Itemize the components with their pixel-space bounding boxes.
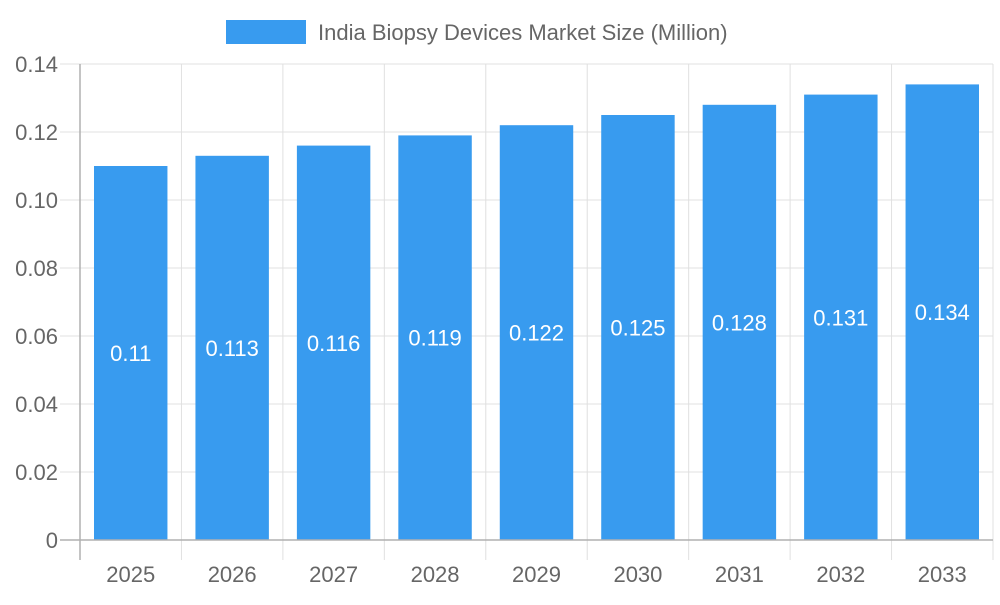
bars: 0.11 0.113 0.116 0.119 0.122 0.125 0.128 0.131 0… — [94, 84, 979, 541]
y-tick-label: 0 — [46, 528, 58, 553]
x-tick-label: 2031 — [715, 562, 764, 587]
data-label: 0.116 — [307, 331, 360, 356]
x-tick-label: 2025 — [106, 562, 155, 587]
bar — [905, 84, 979, 541]
x-tick-label: 2032 — [816, 562, 865, 587]
legend-label: India Biopsy Devices Market Size (Millio… — [318, 20, 728, 45]
bar — [702, 104, 777, 541]
data-label: 0.134 — [915, 300, 970, 325]
x-tick-label: 2030 — [613, 562, 662, 587]
bar — [601, 115, 675, 540]
x-tick-label: 2033 — [918, 562, 967, 587]
y-tick-label: 0.06 — [15, 324, 58, 349]
y-tick-label: 0.08 — [15, 256, 58, 281]
bar — [296, 145, 371, 540]
bar — [195, 155, 269, 541]
x-tick-label: 2029 — [512, 562, 561, 587]
x-tick-label: 2026 — [208, 562, 257, 587]
bar — [804, 94, 878, 540]
x-tick-label: 2028 — [411, 562, 460, 587]
data-label: 0.125 — [610, 316, 665, 341]
legend-swatch — [226, 20, 306, 44]
bar — [499, 125, 574, 540]
y-tick-label: 0.10 — [15, 188, 58, 213]
data-label: 0.113 — [205, 336, 258, 361]
y-tick-label: 0.14 — [15, 52, 58, 77]
data-label: 0.119 — [408, 326, 461, 351]
y-tick-label: 0.04 — [15, 392, 58, 417]
legend[interactable]: India Biopsy Devices Market Size (Millio… — [226, 20, 728, 45]
data-label: 0.128 — [712, 310, 767, 335]
bar — [94, 166, 168, 540]
x-tick-label: 2027 — [309, 562, 358, 587]
data-label: 0.131 — [813, 305, 868, 330]
y-tick-label: 0.12 — [15, 120, 58, 145]
axes: 0 0.02 0.04 0.06 0.08 0.10 0.12 0.14 2025 2026 202… — [15, 52, 993, 587]
data-label: 0.122 — [509, 321, 564, 346]
bar — [398, 135, 472, 540]
y-tick-label: 0.02 — [15, 460, 58, 485]
data-label: 0.11 — [110, 341, 151, 366]
